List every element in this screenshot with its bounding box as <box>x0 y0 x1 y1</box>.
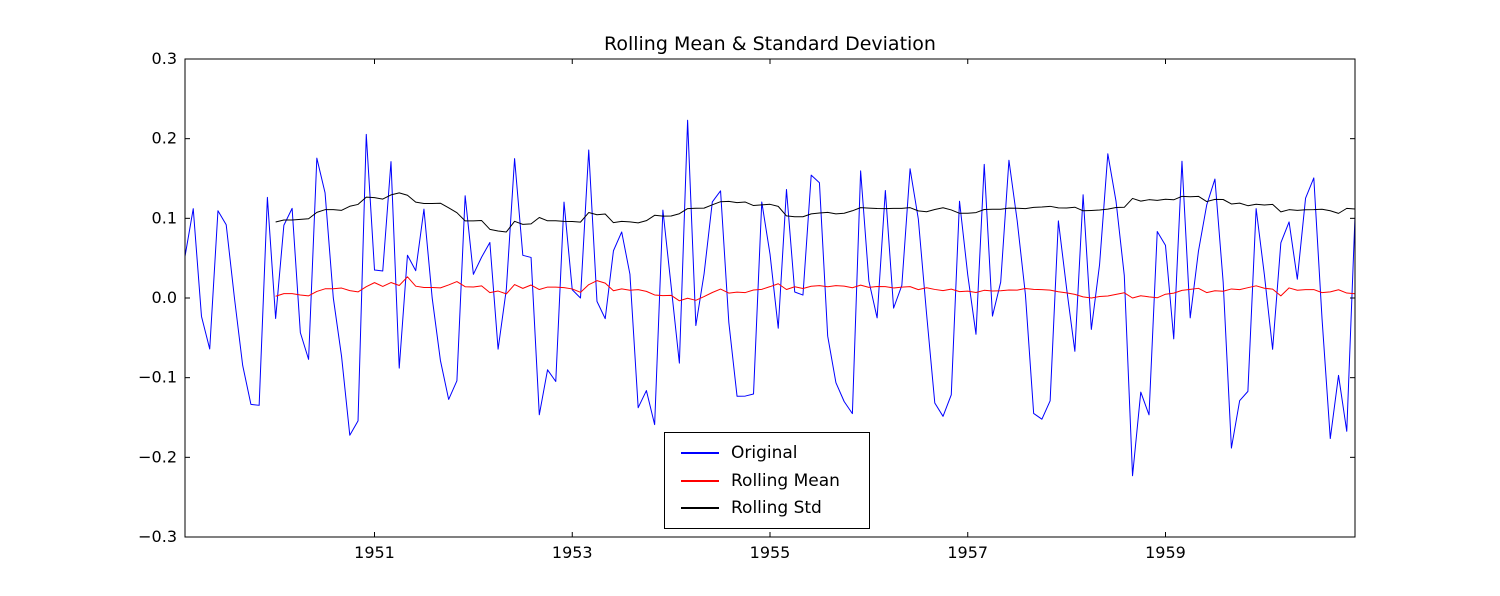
y-tick-label: −0.1 <box>138 368 177 387</box>
legend-item-rolling-mean: Rolling Mean <box>681 471 869 491</box>
legend-label-original: Original <box>731 442 798 463</box>
legend-line-sample-original <box>681 451 719 454</box>
y-tick-label: 0.2 <box>152 129 177 148</box>
series-rolling-mean-line <box>275 276 1356 302</box>
legend-item-original: Original <box>681 443 869 463</box>
x-tick-label: 1959 <box>1145 543 1186 562</box>
legend-label-rolling-mean: Rolling Mean <box>731 470 840 491</box>
legend-label-rolling-std: Rolling Std <box>731 498 822 519</box>
y-tick-label: −0.2 <box>138 447 177 466</box>
legend-item-rolling-std: Rolling Std <box>681 498 869 518</box>
y-tick-label: 0.0 <box>152 288 177 307</box>
x-tick-label: 1953 <box>552 543 593 562</box>
series-original-line <box>184 119 1356 477</box>
legend: Original Rolling Mean Rolling Std <box>664 432 870 529</box>
x-tick-label: 1951 <box>354 543 395 562</box>
legend-line-sample-rolling-std <box>681 507 719 510</box>
legend-line-sample-rolling-mean <box>681 479 719 482</box>
x-tick-label: 1957 <box>947 543 988 562</box>
y-tick-label: 0.1 <box>152 208 177 227</box>
x-tick-label: 1955 <box>750 543 791 562</box>
y-tick-label: −0.3 <box>138 527 177 546</box>
chart-title: Rolling Mean & Standard Deviation <box>604 33 936 55</box>
series-rolling-std-line <box>275 192 1356 233</box>
y-tick-label: 0.3 <box>152 49 177 68</box>
